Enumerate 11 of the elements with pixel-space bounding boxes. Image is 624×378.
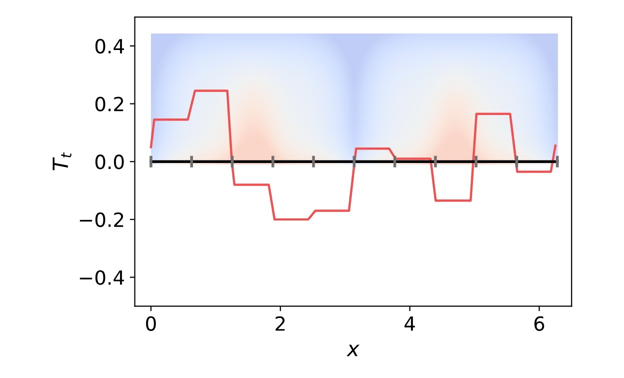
y-tick-label: 0.2 — [95, 96, 124, 112]
x-tick-label: 0 — [146, 316, 156, 331]
x-tick-label: 2 — [276, 316, 285, 331]
x-tick-label: 4 — [404, 316, 415, 331]
x-tick-label: 6 — [534, 316, 544, 331]
y-tick-label: −0.4 — [80, 270, 124, 285]
y-tick-label: 0.0 — [95, 154, 124, 170]
y-axis-title: T$_{t}$ — [52, 152, 72, 170]
y-tick-label: 0.4 — [95, 38, 124, 54]
x-axis-title: x — [346, 344, 360, 356]
y-tick-label: −0.2 — [80, 212, 124, 228]
